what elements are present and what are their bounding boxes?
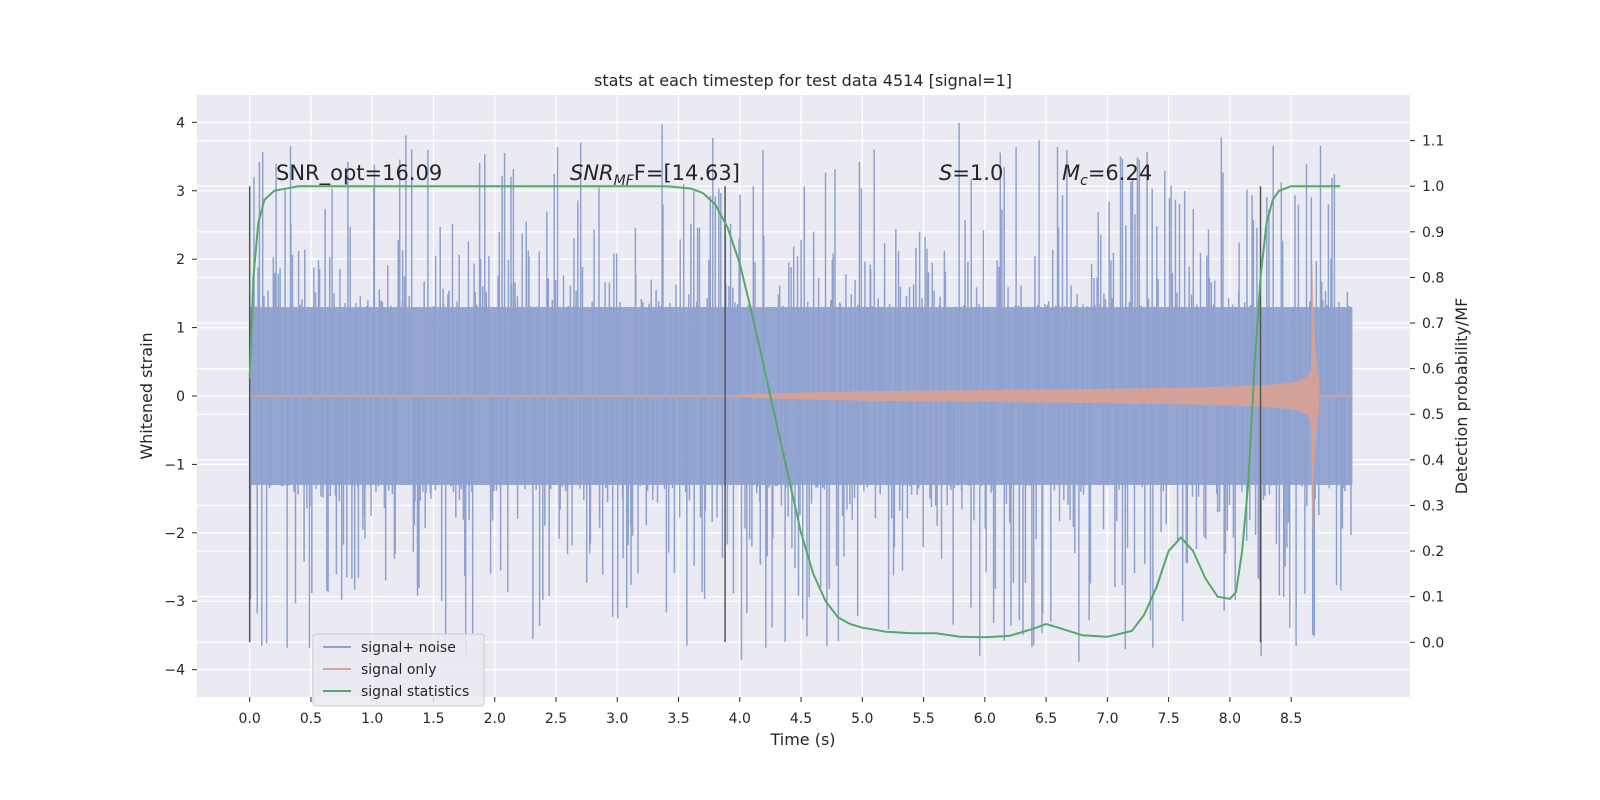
x-tick-label: 7.0 xyxy=(1096,711,1118,727)
legend-box xyxy=(312,633,485,707)
y2-tick-label: 0.9 xyxy=(1422,225,1444,241)
annotation-mc-sub: c xyxy=(1080,173,1088,189)
annotation-snr-mf: SNRMFF=[14.63] xyxy=(570,161,740,189)
x-tick-label: 0.0 xyxy=(239,711,261,727)
x-tick-label: 2.5 xyxy=(545,711,567,727)
y-tick-label: −1 xyxy=(164,457,185,473)
annotation-s-post: =1.0 xyxy=(952,161,1003,185)
annotation-mc-base: M xyxy=(1062,161,1080,185)
x-tick-label: 8.5 xyxy=(1280,711,1302,727)
y2-tick-label: 0.8 xyxy=(1422,270,1444,286)
y2-tick-label: 0.3 xyxy=(1422,498,1444,514)
annotation-snr-mf-post: F=[14.63] xyxy=(634,161,740,185)
vertical-markers xyxy=(248,186,1262,643)
x-tick-label: 2.0 xyxy=(484,711,506,727)
annotation-s: S=1.0 xyxy=(939,161,1003,185)
x-tick-label: 4.0 xyxy=(729,711,751,727)
x-tick-label: 3.5 xyxy=(667,711,689,727)
x-tick-label: 1.0 xyxy=(361,711,383,727)
x-tick-label: 6.5 xyxy=(1035,711,1057,727)
y-tick-label: 1 xyxy=(176,321,185,337)
y2-tick-label: 0.2 xyxy=(1422,544,1444,560)
y2-tick-label: 0.5 xyxy=(1422,407,1444,423)
statistics-line xyxy=(248,185,1341,639)
y-axis-ticks: 4 3 2 1 0 −1 −2 −3 −4 xyxy=(164,115,197,679)
y-tick-label: −3 xyxy=(164,594,185,610)
chart-title: stats at each timestep for test data 451… xyxy=(594,71,1012,90)
annotation-mc: Mc=6.24 xyxy=(1062,161,1152,189)
x-tick-label: 8.0 xyxy=(1219,711,1241,727)
x-axis-ticks: 0.0 0.5 1.0 1.5 2.0 2.5 3.0 3.5 4.0 4.5 5.0 5.5 6.0 6… xyxy=(239,697,1302,727)
x-tick-label: 7.5 xyxy=(1157,711,1179,727)
legend-label-noise: signal+ noise xyxy=(361,640,456,656)
x-tick-label: 0.5 xyxy=(300,711,322,727)
legend-label-statistics: signal statistics xyxy=(361,684,469,700)
annotation-mc-post: =6.24 xyxy=(1088,161,1152,185)
y-tick-label: −2 xyxy=(164,526,185,542)
y2-tick-label: 0.0 xyxy=(1422,635,1444,651)
legend: signal+ noise signal only signal statist… xyxy=(312,633,485,707)
y-tick-label: 0 xyxy=(176,389,185,405)
statistics-series xyxy=(248,185,1341,639)
y2-tick-label: 0.4 xyxy=(1422,453,1444,469)
y-tick-label: 3 xyxy=(176,184,185,200)
annotations: SNR_opt=16.09 SNRMFF=[14.63] S=1.0 Mc=6.… xyxy=(276,161,1152,189)
annotation-snr-opt: SNR_opt=16.09 xyxy=(276,161,442,186)
x-tick-label: 5.0 xyxy=(851,711,873,727)
x-tick-label: 4.5 xyxy=(790,711,812,727)
y-tick-label: 4 xyxy=(176,115,185,131)
y2-axis-label: Detection probability/MF xyxy=(1452,298,1471,495)
y2-tick-label: 0.6 xyxy=(1422,362,1444,378)
y2-tick-label: 1.0 xyxy=(1422,179,1444,195)
annotation-snr-mf-sub: MF xyxy=(614,173,635,189)
chirp-series xyxy=(249,256,1353,536)
x-tick-label: 6.0 xyxy=(974,711,996,727)
x-tick-label: 5.5 xyxy=(912,711,934,727)
legend-label-signal: signal only xyxy=(361,662,436,678)
y-tick-label: −4 xyxy=(164,663,185,679)
noise-spikes xyxy=(249,122,1352,662)
y2-tick-label: 1.1 xyxy=(1422,134,1444,150)
y2-axis-ticks: 1.1 1.0 0.9 0.8 0.7 0.6 0.5 0.4 0.3 0.2 0.1 0.0 xyxy=(1410,134,1444,651)
annotation-s-base: S xyxy=(939,161,952,185)
y2-tick-label: 0.1 xyxy=(1422,590,1444,606)
y-axis-label: Whitened strain xyxy=(137,332,156,459)
x-tick-label: 1.5 xyxy=(422,711,444,727)
y-tick-label: 2 xyxy=(176,252,185,268)
x-axis-label: Time (s) xyxy=(769,730,835,749)
x-tick-label: 3.0 xyxy=(606,711,628,727)
annotation-snr-mf-base: SNR xyxy=(570,161,614,185)
y2-tick-label: 0.7 xyxy=(1422,316,1444,332)
